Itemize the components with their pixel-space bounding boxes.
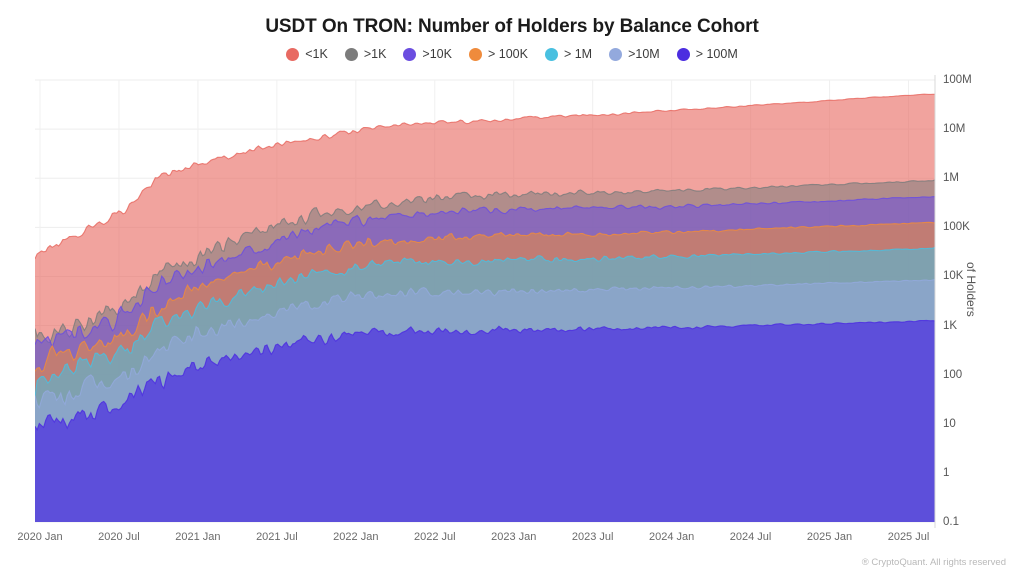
y-tick-label: 100M — [943, 74, 972, 86]
legend-swatch-icon — [609, 47, 623, 61]
x-tick-label: 2024 Jul — [729, 531, 772, 543]
x-tick-label: 2025 Jan — [806, 531, 853, 543]
y-tick-label: 1 — [943, 466, 950, 479]
legend-item-gt1m[interactable]: > 1M — [544, 47, 593, 61]
legend-item-label: > 100K — [487, 47, 528, 61]
legend-item-label: >10M — [628, 47, 660, 61]
watermark-attribution: ® CryptoQuant. All rights reserved — [861, 557, 1006, 568]
chart-legend: <1K >1K >10K > 100K > 1M >10M > 100M — [0, 47, 1024, 61]
y-tick-label: 1K — [943, 319, 958, 332]
x-tick-label: 2024 Jan — [648, 531, 695, 543]
x-tick-label: 2020 Jul — [98, 531, 140, 543]
y-axis-title: of Holders — [964, 262, 978, 317]
x-tick-label: 2022 Jan — [333, 531, 379, 543]
y-tick-label: 10M — [943, 123, 966, 136]
legend-swatch-icon — [676, 47, 690, 61]
x-tick-label: 2022 Jul — [413, 531, 456, 543]
y-tick-label: 100 — [943, 368, 963, 381]
y-tick-label: 100K — [943, 221, 970, 234]
legend-item-gt10k[interactable]: >10K — [403, 47, 452, 61]
legend-swatch-icon — [544, 47, 558, 61]
legend-swatch-icon — [286, 47, 300, 61]
chart-title: USDT On TRON: Number of Holders by Balan… — [265, 16, 759, 37]
legend-item-label: <1K — [305, 47, 328, 61]
x-tick-label: 2023 Jan — [491, 531, 537, 543]
y-axis: 100M 10M 1M 100K 10K 1K 100 10 1 0.1 — [935, 74, 995, 530]
x-tick-label: 2025 Jul — [887, 531, 930, 543]
legend-item-gt100m[interactable]: > 100M — [676, 47, 738, 61]
legend-item-lt1k[interactable]: <1K — [286, 47, 328, 61]
legend-swatch-icon — [403, 47, 417, 61]
legend-item-label: > 1M — [563, 47, 593, 61]
legend-item-label: >1K — [363, 47, 387, 61]
legend-item-gt100k[interactable]: > 100K — [468, 47, 528, 61]
x-axis: 2020 Jan 2020 Jul 2021 Jan 2021 Jul 2022 Jan… — [0, 531, 1024, 553]
legend-swatch-icon — [344, 47, 358, 61]
legend-item-label: >10K — [422, 47, 452, 61]
y-tick-label: 0.1 — [943, 516, 959, 528]
y-tick-label: 10 — [943, 417, 956, 430]
x-tick-label: 2020 Jan — [17, 531, 63, 543]
x-tick-label: 2023 Jul — [571, 531, 614, 543]
area-series-gt100m[interactable] — [35, 319, 935, 522]
y-tick-label: 1M — [943, 172, 959, 185]
area-series-group — [35, 93, 935, 522]
y-tick-label: 10K — [943, 270, 964, 283]
legend-item-gt1k[interactable]: >1K — [344, 47, 387, 61]
legend-item-gt10m[interactable]: >10M — [609, 47, 660, 61]
legend-swatch-icon — [468, 47, 482, 61]
x-tick-label: 2021 Jan — [175, 531, 221, 543]
x-tick-label: 2021 Jul — [256, 531, 298, 543]
legend-item-label: > 100M — [695, 47, 738, 61]
